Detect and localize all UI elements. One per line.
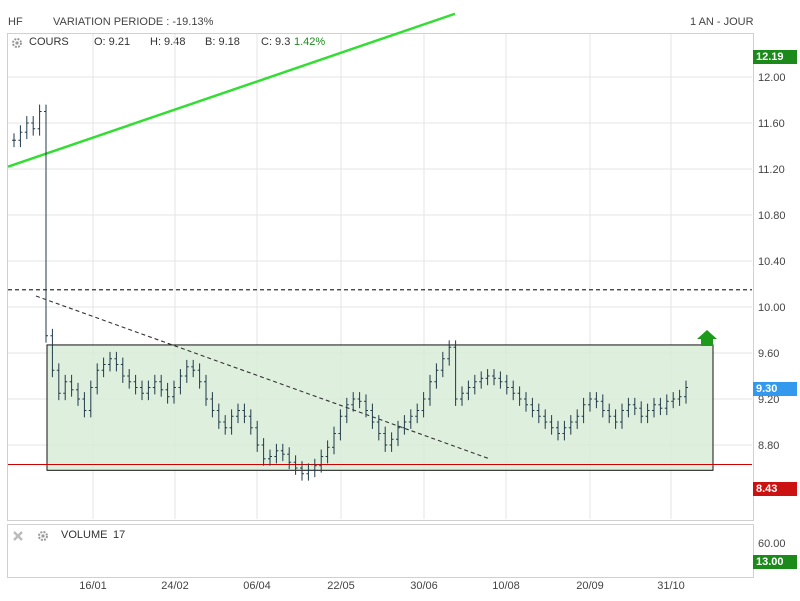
period-selector[interactable]: 1 AN - JOUR	[690, 16, 754, 28]
last-price-tag: 9.30	[753, 382, 797, 396]
y-tick-label: 11.20	[758, 164, 785, 176]
gear-icon[interactable]	[11, 37, 23, 49]
close-value: C: 9.3	[261, 36, 291, 48]
x-tick-label: 16/01	[79, 580, 107, 592]
volume-pane	[7, 524, 754, 578]
y-tick-label: 10.00	[758, 302, 786, 314]
price-pane	[7, 33, 754, 521]
volume-last-tag: 13.00	[753, 555, 797, 569]
support-price-tag: 8.43	[753, 482, 797, 496]
x-tick-label: 30/06	[410, 580, 438, 592]
volume-tick-label: 60.00	[758, 538, 786, 550]
volume-value: 17	[113, 529, 126, 541]
y-tick-label: 11.60	[758, 118, 785, 130]
y-tick-label: 8.80	[758, 440, 779, 452]
x-tick-label: 06/04	[243, 580, 271, 592]
symbol-label: HF	[8, 16, 23, 28]
close-icon[interactable]	[12, 530, 24, 542]
high-value: H: 9.48	[150, 36, 186, 48]
x-tick-label: 20/09	[576, 580, 604, 592]
y-tick-label: 12.00	[758, 72, 786, 84]
variation-label: VARIATION PERIODE : -19.13%	[53, 16, 214, 28]
open-value: O: 9.21	[94, 36, 131, 48]
price-pane-title: COURS	[29, 36, 69, 48]
x-tick-label: 10/08	[492, 580, 520, 592]
y-tick-label: 9.60	[758, 348, 779, 360]
x-tick-label: 24/02	[161, 580, 189, 592]
x-tick-label: 31/10	[657, 580, 685, 592]
top-price-tag: 12.19	[753, 50, 797, 64]
x-tick-label: 22/05	[327, 580, 355, 592]
gear-icon[interactable]	[37, 530, 49, 542]
volume-pane-title: VOLUME	[61, 529, 108, 541]
change-value: 1.42%	[294, 36, 326, 48]
y-tick-label: 10.80	[758, 210, 786, 222]
low-value: B: 9.18	[205, 36, 240, 48]
y-tick-label: 10.40	[758, 256, 786, 268]
